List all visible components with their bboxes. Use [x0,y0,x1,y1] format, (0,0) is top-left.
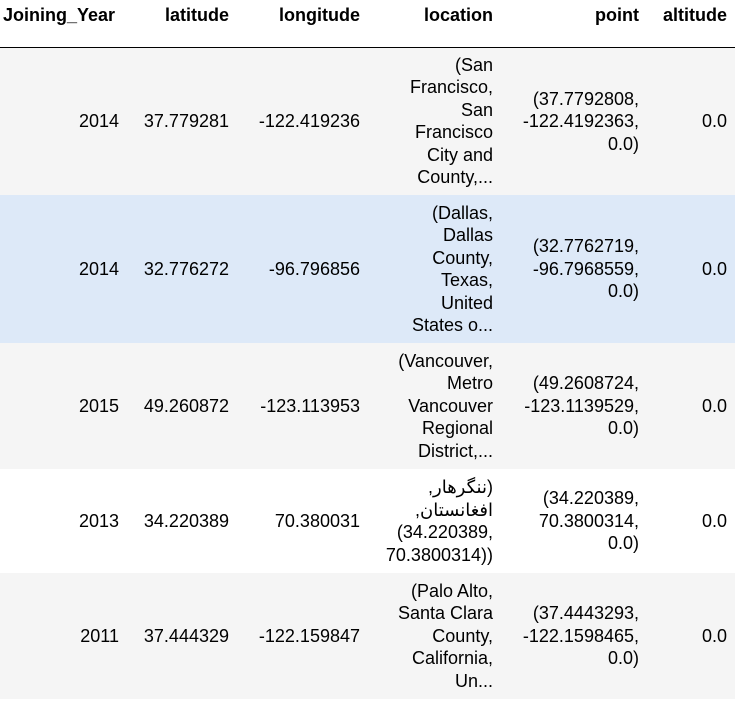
location-line: (San [454,54,493,75]
table-row: 2013 34.220389 70.380031 (ننگرهار, افغان… [0,469,735,573]
cell-longitude: 70.380031 [274,510,360,531]
location-line: Un... [454,670,493,691]
location-line: Dallas [442,225,493,245]
table-header: Joining_Year latitude longitude location… [0,0,735,47]
point-line: 0.0) [607,533,639,554]
dataframe-table: Joining_Year latitude longitude location… [0,0,735,699]
location-line: (ننگرهار, [428,477,493,497]
cell-point: (37.4443293, -122.1598465, 0.0) [501,573,647,699]
cell-latitude: 49.260872 [143,395,229,416]
cell-longitude: -122.159847 [258,625,360,646]
point-line: 70.3800314, [538,510,639,531]
location-line: Regional [421,418,493,439]
column-header-longitude: longitude [279,5,360,25]
point-line: 0.0) [607,418,639,439]
column-header-altitude: altitude [662,5,727,25]
column-header-latitude: latitude [164,5,229,25]
point-line: 0.0) [607,281,639,302]
cell-altitude: 0.0 [701,111,727,131]
location-line: (34.220389, [396,522,493,542]
cell-location: (ننگرهار, افغانستان, (34.220389, 70.3800… [368,469,501,573]
location-line: United [440,292,493,313]
location-line: Francisco, [409,77,493,98]
location-line: افغانستان, [415,499,493,520]
cell-location: (San Francisco, San Francisco City and C… [368,47,501,195]
column-header-location: location [423,5,493,25]
cell-location: (Dallas, Dallas County, Texas, United St… [368,195,501,343]
cell-latitude: 37.779281 [143,111,229,131]
cell-joining-year: 2013 [78,510,119,531]
location-line: County, [432,247,493,268]
location-line: California, [411,648,493,669]
cell-joining-year: 2014 [78,111,119,131]
cell-location: (Palo Alto, Santa Clara County, Californ… [368,573,501,699]
point-line: (37.4443293, [532,603,639,624]
cell-joining-year: 2015 [78,395,119,416]
cell-altitude: 0.0 [701,510,727,531]
cell-latitude: 34.220389 [143,510,229,531]
cell-longitude: -122.419236 [258,111,360,131]
point-line: -122.1598465, [522,625,639,646]
cell-joining-year: 2014 [78,258,119,279]
location-line: County,... [417,167,493,188]
cell-joining-year: 2011 [80,625,119,646]
cell-latitude: 32.776272 [143,258,229,279]
location-line: Texas, [440,270,493,290]
column-header-joining-year: Joining_Year [3,5,116,25]
cell-point: (49.2608724, -123.1139529, 0.0) [501,343,647,469]
point-line: -96.7968559, [532,258,639,279]
cell-latitude: 37.444329 [143,625,229,646]
table-row: 2014 32.776272 -96.796856 (Dallas, Dalla… [0,195,735,343]
point-line: (32.7762719, [532,236,639,257]
location-line: District,... [418,440,493,461]
location-line: (Palo Alto, [410,580,493,601]
cell-longitude: -123.113953 [260,395,360,416]
table-row: 2011 37.444329 -122.159847 (Palo Alto, S… [0,573,735,699]
cell-altitude: 0.0 [701,395,727,416]
location-line: States o... [411,315,493,335]
table-body: 2014 37.779281 -122.419236 (San Francisc… [0,47,735,699]
location-line: (Dallas, [431,202,493,223]
location-line: 70.3800314)) [385,544,493,565]
point-line: (49.2608724, [532,373,639,394]
point-line: (34.220389, [542,488,639,509]
location-line: Francisco [414,122,493,143]
point-line: -122.4192363, [522,111,639,131]
location-line: County, [432,625,493,646]
table-row: 2014 37.779281 -122.419236 (San Francisc… [0,47,735,195]
location-line: City and [426,144,493,165]
location-line: Metro [446,373,493,394]
column-header-point: point [595,5,639,25]
cell-point: (37.7792808, -122.4192363, 0.0) [501,47,647,195]
cell-point: (32.7762719, -96.7968559, 0.0) [501,195,647,343]
point-line: -123.1139529, [524,395,639,416]
location-line: Santa Clara [397,603,493,624]
location-line: San [460,99,493,120]
table-row: 2015 49.260872 -123.113953 (Vancouver, M… [0,343,735,469]
point-line: (37.7792808, [532,88,639,109]
point-line: 0.0) [607,133,639,154]
cell-location: (Vancouver, Metro Vancouver Regional Dis… [368,343,501,469]
point-line: 0.0) [607,648,639,669]
cell-point: (34.220389, 70.3800314, 0.0) [501,469,647,573]
cell-altitude: 0.0 [701,258,727,279]
cell-longitude: -96.796856 [268,258,360,279]
location-line: Vancouver [408,395,493,416]
cell-altitude: 0.0 [701,625,727,646]
header-row: Joining_Year latitude longitude location… [0,0,735,47]
location-line: (Vancouver, [398,350,493,371]
